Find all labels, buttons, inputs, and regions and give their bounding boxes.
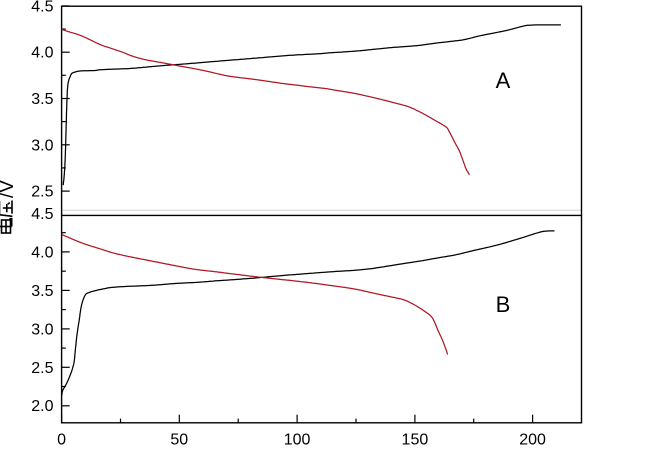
svg-text:200: 200: [519, 432, 546, 449]
svg-text:B: B: [496, 292, 511, 317]
svg-text:2.5: 2.5: [31, 184, 53, 201]
svg-text:100: 100: [284, 432, 311, 449]
svg-text:2.5: 2.5: [31, 360, 53, 377]
svg-text:3.0: 3.0: [31, 137, 53, 154]
svg-text:4.0: 4.0: [31, 244, 53, 261]
svg-text:50: 50: [170, 432, 188, 449]
svg-text:3.0: 3.0: [31, 321, 53, 338]
svg-text:2.0: 2.0: [31, 398, 53, 415]
svg-text:3.5: 3.5: [31, 283, 53, 300]
svg-text:4.0: 4.0: [31, 45, 53, 62]
svg-text:0: 0: [57, 432, 66, 449]
svg-text:3.5: 3.5: [31, 91, 53, 108]
svg-text:4.5: 4.5: [31, 0, 53, 15]
svg-text:150: 150: [402, 432, 429, 449]
svg-text:A: A: [496, 68, 511, 93]
svg-text:4.5: 4.5: [31, 206, 53, 223]
svg-text:/V: /V: [0, 180, 18, 198]
